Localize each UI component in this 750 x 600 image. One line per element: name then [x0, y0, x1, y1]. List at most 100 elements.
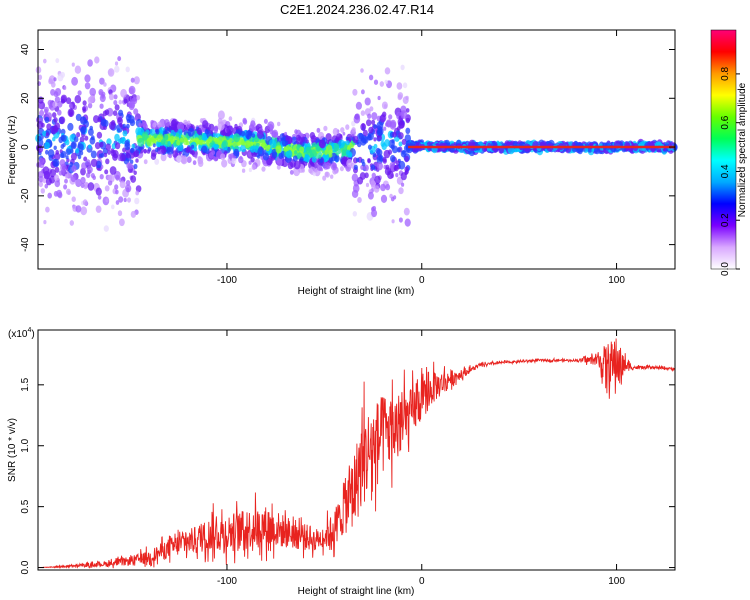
spectrogram-point — [152, 122, 157, 128]
spectrogram-point — [388, 114, 393, 120]
snr-series-line — [37, 338, 676, 569]
snr-x-tick-label: 100 — [608, 576, 625, 587]
spectrogram-point — [51, 81, 56, 88]
spectrogram-point — [60, 150, 67, 159]
spectrogram-point — [94, 56, 100, 64]
spectrogram-point — [82, 199, 88, 206]
spectrogram-y-tick-label: 0 — [20, 144, 31, 150]
spectrogram-point — [125, 180, 131, 186]
spectrogram-point — [37, 101, 43, 109]
spectrogram-point — [133, 76, 140, 85]
spectrogram-point — [122, 123, 126, 129]
spectrogram-point — [220, 153, 226, 161]
spectrogram-point — [126, 123, 130, 129]
spectrogram-point — [387, 149, 393, 155]
spectrogram-point — [127, 101, 133, 108]
spectrogram-point — [405, 144, 413, 154]
spectrogram-point — [57, 109, 62, 116]
spectrogram-point — [130, 147, 135, 153]
spectrogram-x-tick-label: 0 — [419, 275, 425, 286]
spectrogram-point — [395, 173, 399, 178]
spectrogram-point — [238, 156, 244, 164]
spectrogram-point — [175, 132, 180, 138]
spectrogram-point — [79, 150, 84, 156]
spectrogram-point — [156, 142, 160, 147]
spectrogram-frame — [37, 29, 676, 270]
spectrogram-point — [356, 157, 360, 163]
spectrogram-point — [67, 190, 71, 195]
spectrogram-point — [325, 162, 331, 170]
spectrogram-point — [77, 90, 82, 96]
spectrogram-point — [76, 132, 81, 138]
spectrogram-point — [363, 164, 369, 172]
spectrogram-point — [177, 122, 185, 132]
spectrogram-point — [45, 149, 49, 155]
spectrogram-point — [256, 130, 264, 139]
spectrogram-point — [117, 210, 123, 217]
spectrogram-point — [161, 146, 167, 155]
spectrogram-point — [384, 79, 388, 85]
spectrogram-point — [292, 155, 298, 162]
spectrogram-point — [102, 110, 108, 117]
spectrogram-point — [38, 171, 44, 178]
colorbar-tick-label: 0.0 — [720, 262, 731, 276]
spectrogram-point — [86, 165, 93, 174]
spectrogram-point — [367, 113, 372, 119]
spectrogram-point — [267, 121, 275, 131]
spectrogram-point — [378, 155, 384, 162]
colorbar-tick-label: 0.6 — [720, 115, 731, 129]
spectrogram-point — [124, 142, 131, 151]
spectrogram-point — [120, 153, 126, 162]
spectrogram-point — [196, 127, 202, 135]
spectrogram-point — [351, 189, 359, 198]
spectrogram-point — [138, 122, 142, 128]
spectrogram-point — [42, 130, 47, 137]
spectrogram-point — [107, 149, 111, 155]
spectrogram-point — [80, 206, 88, 216]
spectrogram-point — [160, 139, 166, 146]
spectrogram-point — [131, 97, 138, 105]
spectrogram-point — [360, 110, 366, 116]
spectrogram-point — [285, 149, 293, 159]
snr-y-tick-label: 1.0 — [20, 438, 31, 452]
spectrogram-point — [213, 128, 218, 134]
spectrogram-point — [277, 121, 281, 127]
spectrogram-point — [146, 149, 151, 154]
spectrogram-point — [325, 171, 330, 178]
snr-frame — [37, 329, 676, 571]
spectrogram-point — [248, 160, 252, 165]
spectrogram-point — [80, 167, 86, 176]
spectrogram-point — [192, 160, 197, 166]
spectrogram-point — [228, 116, 233, 121]
spectrogram-point — [172, 150, 179, 158]
spectrogram-point — [80, 116, 87, 125]
spectrogram-point — [114, 65, 120, 73]
spectrogram-point — [285, 135, 290, 142]
colorbar-tick-label: 0.8 — [720, 67, 731, 81]
spectrogram-point — [107, 180, 113, 186]
spectrogram-point — [154, 158, 160, 165]
spectrogram-point — [275, 145, 282, 154]
spectrogram-point — [79, 136, 85, 143]
spectrogram-point — [63, 184, 68, 190]
spectrogram-point — [123, 98, 128, 104]
spectrogram-point — [129, 119, 136, 127]
spectrogram-point — [84, 74, 91, 83]
spectrogram-point — [128, 85, 136, 95]
spectrogram-point — [125, 66, 130, 73]
spectrogram-point — [319, 158, 324, 163]
spectrogram-point — [373, 79, 379, 85]
spectrogram-point — [364, 97, 371, 106]
spectrogram-point — [174, 128, 178, 133]
spectrogram-point — [119, 180, 126, 189]
spectrogram-point — [382, 156, 387, 163]
spectrogram-point — [89, 125, 93, 131]
spectrogram-point — [155, 128, 160, 135]
spectrogram-point — [373, 124, 377, 129]
spectrogram-point — [390, 155, 396, 163]
spectrogram-point — [217, 110, 225, 120]
spectrogram-point — [99, 141, 104, 148]
spectrogram-point — [338, 139, 345, 149]
spectrogram-point — [134, 197, 140, 205]
spectrogram-point — [271, 151, 278, 159]
